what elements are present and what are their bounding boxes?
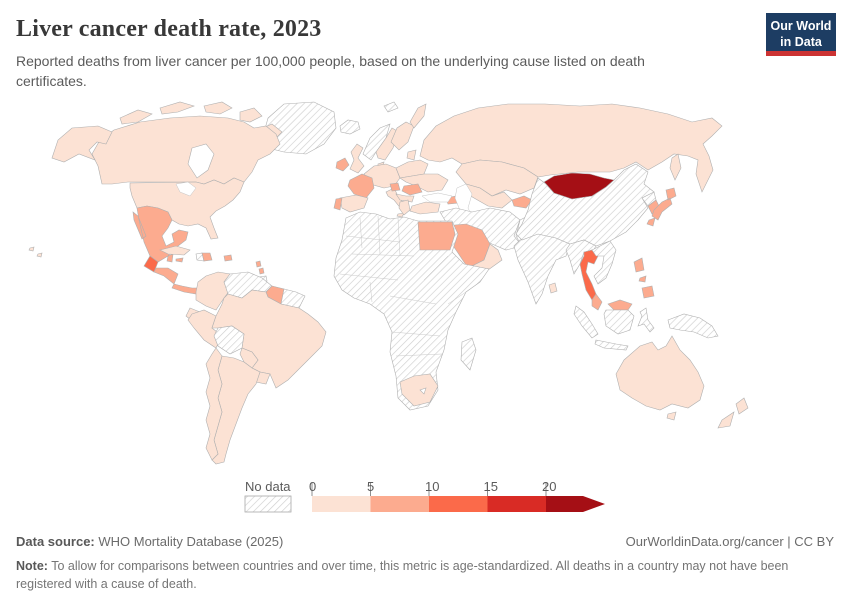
note-value: To allow for comparisons between countri… [16, 559, 789, 592]
country-africa-main[interactable] [333, 211, 490, 411]
country-croatia[interactable] [389, 182, 401, 192]
country-mongolia[interactable] [543, 172, 615, 200]
chart-subtitle: Reported deaths from liver cancer per 10… [16, 53, 645, 89]
country-belize[interactable] [166, 253, 174, 263]
choropleth-map [28, 101, 749, 465]
legend-segment-5-10[interactable] [370, 496, 430, 512]
owid-logo-line1: Our World [770, 19, 832, 33]
country-bolivia[interactable] [213, 325, 245, 355]
country-sakhalin[interactable] [669, 153, 682, 181]
country-greenland[interactable] [261, 101, 337, 155]
country-jamaica[interactable] [175, 257, 184, 263]
country-uk[interactable] [349, 143, 365, 174]
owid-logo: Our World in Data [766, 13, 836, 56]
country-chile[interactable] [205, 347, 223, 461]
country-java[interactable] [594, 339, 629, 351]
country-japan[interactable] [646, 187, 677, 227]
data-source-line: Data source: WHO Mortality Database (202… [16, 534, 283, 549]
country-sumatra[interactable] [573, 305, 599, 339]
country-novaya-zemlya[interactable] [409, 103, 427, 129]
legend-label-10: 10 [425, 479, 439, 494]
country-norway[interactable] [362, 123, 391, 161]
legend-svg: No data 0 5 10 15 20 [244, 479, 605, 513]
country-spain[interactable] [339, 194, 369, 213]
legend-segment-10-15[interactable] [429, 496, 488, 512]
country-egypt[interactable] [417, 221, 456, 251]
country-cuba[interactable] [159, 245, 191, 256]
country-costa-rica-panama[interactable] [171, 283, 199, 295]
country-ukraine[interactable] [399, 173, 449, 193]
country-kyrgyzstan-tajikistan[interactable] [511, 195, 533, 209]
legend-segment-15-20[interactable] [487, 496, 547, 512]
world-map [0, 96, 850, 476]
country-indochina[interactable] [591, 240, 617, 285]
country-tasmania[interactable] [666, 411, 677, 421]
data-source-label: Data source: [16, 534, 95, 549]
country-borneo[interactable] [603, 309, 635, 335]
owid-logo-line2: in Data [780, 35, 822, 50]
country-brazil[interactable] [211, 289, 327, 389]
black-sea [421, 192, 453, 203]
chart-footer: Data source: WHO Mortality Database (202… [16, 534, 834, 593]
country-alaska[interactable] [51, 125, 113, 163]
country-new-zealand[interactable] [717, 397, 749, 429]
country-sri-lanka[interactable] [548, 282, 558, 294]
country-india[interactable] [513, 233, 571, 305]
country-iceland[interactable] [339, 119, 361, 135]
country-madagascar[interactable] [460, 337, 477, 371]
country-thailand[interactable] [579, 249, 599, 301]
country-turkey[interactable] [409, 201, 441, 215]
legend-label-0: 0 [309, 479, 316, 494]
legend-label-15: 15 [484, 479, 498, 494]
country-france[interactable] [347, 173, 375, 199]
legend-label-5: 5 [367, 479, 374, 494]
country-svalbard[interactable] [383, 101, 399, 113]
country-south-africa[interactable] [399, 373, 439, 407]
country-philippines[interactable] [633, 257, 655, 299]
legend-label-20: 20 [542, 479, 556, 494]
map-legend: No data 0 5 10 15 20 [238, 477, 628, 519]
country-portugal[interactable] [333, 197, 343, 211]
country-dominican-republic[interactable] [201, 252, 213, 262]
note-label: Note: [16, 559, 48, 573]
rights-link[interactable]: OurWorldinData.org/cancer | CC BY [625, 534, 834, 549]
legend-segment-20-plus[interactable] [546, 496, 605, 512]
country-balkans[interactable] [395, 193, 415, 203]
legend-segment-0-5[interactable] [312, 496, 371, 512]
country-puerto-rico[interactable] [223, 254, 233, 262]
country-hawaii[interactable] [28, 246, 43, 258]
note-line: Note: To allow for comparisons between c… [16, 557, 834, 593]
country-canada-islands[interactable] [119, 101, 283, 143]
country-greece[interactable] [398, 199, 411, 216]
legend-no-data-label: No data [245, 479, 291, 494]
country-sulawesi[interactable] [637, 307, 655, 333]
country-canada[interactable] [91, 115, 281, 185]
great-lakes [175, 181, 197, 197]
legend-no-data-swatch[interactable] [244, 495, 292, 513]
country-finland[interactable] [390, 121, 415, 151]
country-lesotho[interactable] [419, 387, 427, 395]
country-australia[interactable] [615, 335, 705, 411]
country-lesser-antilles[interactable] [255, 260, 265, 275]
country-malaysia[interactable] [591, 293, 633, 311]
africa-inner-borders [339, 215, 467, 357]
data-source-value: WHO Mortality Database (2025) [94, 534, 284, 549]
country-honduras-nicaragua[interactable] [153, 267, 179, 285]
country-new-guinea[interactable] [667, 313, 719, 339]
country-ireland[interactable] [335, 157, 350, 172]
country-romania[interactable] [401, 183, 423, 196]
country-myanmar[interactable] [565, 239, 597, 275]
country-baltics[interactable] [406, 149, 417, 161]
page-title: Liver cancer death rate, 2023 [16, 16, 322, 42]
